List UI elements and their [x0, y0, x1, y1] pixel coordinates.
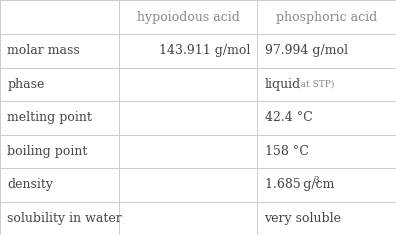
Text: liquid: liquid	[265, 78, 301, 91]
Text: hypoiodous acid: hypoiodous acid	[137, 11, 240, 24]
Text: 42.4 °C: 42.4 °C	[265, 111, 312, 124]
Text: 143.911 g/mol: 143.911 g/mol	[159, 44, 250, 57]
Text: solubility in water: solubility in water	[7, 212, 122, 225]
Text: melting point: melting point	[7, 111, 92, 124]
Text: density: density	[7, 178, 53, 191]
Text: 3: 3	[313, 176, 319, 184]
Text: boiling point: boiling point	[7, 145, 88, 158]
Text: phase: phase	[7, 78, 44, 91]
Text: 158 °C: 158 °C	[265, 145, 308, 158]
Text: very soluble: very soluble	[265, 212, 341, 225]
Text: 1.685 g/cm: 1.685 g/cm	[265, 178, 334, 191]
Text: phosphoric acid: phosphoric acid	[276, 11, 377, 24]
Text: 97.994 g/mol: 97.994 g/mol	[265, 44, 348, 57]
Text: (at STP): (at STP)	[297, 80, 335, 89]
Text: molar mass: molar mass	[7, 44, 80, 57]
